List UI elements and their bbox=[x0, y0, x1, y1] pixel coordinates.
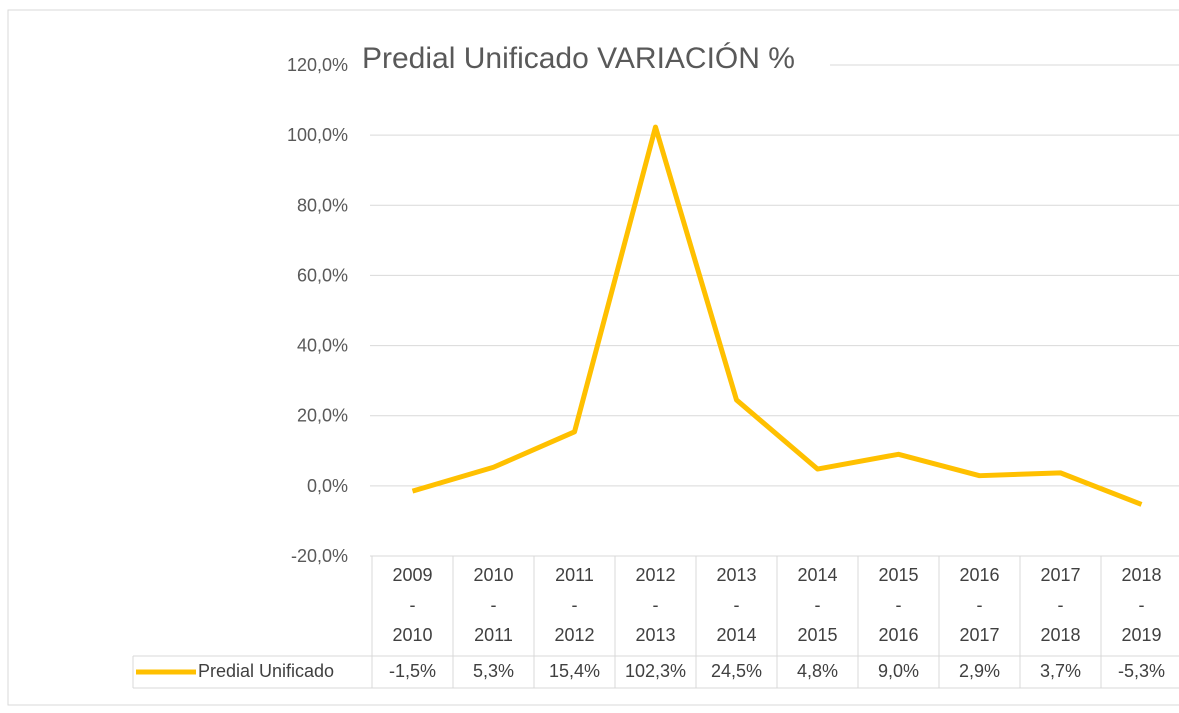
chart-title: Predial Unificado VARIACIÓN % bbox=[362, 42, 795, 75]
legend-label: Predial Unificado bbox=[198, 661, 335, 681]
y-tick-label: 60,0% bbox=[297, 265, 348, 285]
x-tick-label: 2016 - 2017 bbox=[959, 565, 1000, 645]
data-label: 3,7% bbox=[1039, 661, 1082, 681]
x-tick-label: 2012 - 2013 bbox=[635, 565, 676, 645]
data-label: 9,0% bbox=[877, 661, 920, 681]
x-tick-label: 2018 - 2019 bbox=[1121, 565, 1162, 645]
data-label: -5,3% bbox=[1117, 661, 1166, 681]
y-tick-label: 120,0% bbox=[287, 55, 348, 75]
data-label: 5,3% bbox=[472, 661, 515, 681]
y-tick-label: 0,0% bbox=[307, 476, 348, 496]
x-tick-label: 2015 - 2016 bbox=[878, 565, 919, 645]
data-label: -1,5% bbox=[388, 661, 437, 681]
series-line bbox=[411, 124, 1143, 507]
y-tick-label: 100,0% bbox=[287, 125, 348, 145]
y-tick-label: 80,0% bbox=[297, 195, 348, 215]
x-tick-label: 2014 - 2015 bbox=[797, 565, 838, 645]
x-tick-label: 2011 - 2012 bbox=[554, 565, 595, 645]
data-label: 15,4% bbox=[548, 661, 601, 681]
y-tick-label: 40,0% bbox=[297, 336, 348, 356]
data-label: 102,3% bbox=[624, 661, 687, 681]
x-tick-label: 2013 - 2014 bbox=[716, 565, 757, 645]
x-tick-label: 2009 - 2010 bbox=[392, 565, 433, 645]
data-label: 4,8% bbox=[796, 661, 839, 681]
y-tick-label: 20,0% bbox=[297, 406, 348, 426]
data-label: 2,9% bbox=[958, 661, 1001, 681]
title-background bbox=[360, 36, 830, 76]
x-tick-label: 2010 - 2011 bbox=[473, 565, 514, 645]
y-tick-label: -20,0% bbox=[291, 546, 348, 566]
data-label: 24,5% bbox=[710, 661, 763, 681]
x-tick-label: 2017 - 2018 bbox=[1040, 565, 1081, 645]
